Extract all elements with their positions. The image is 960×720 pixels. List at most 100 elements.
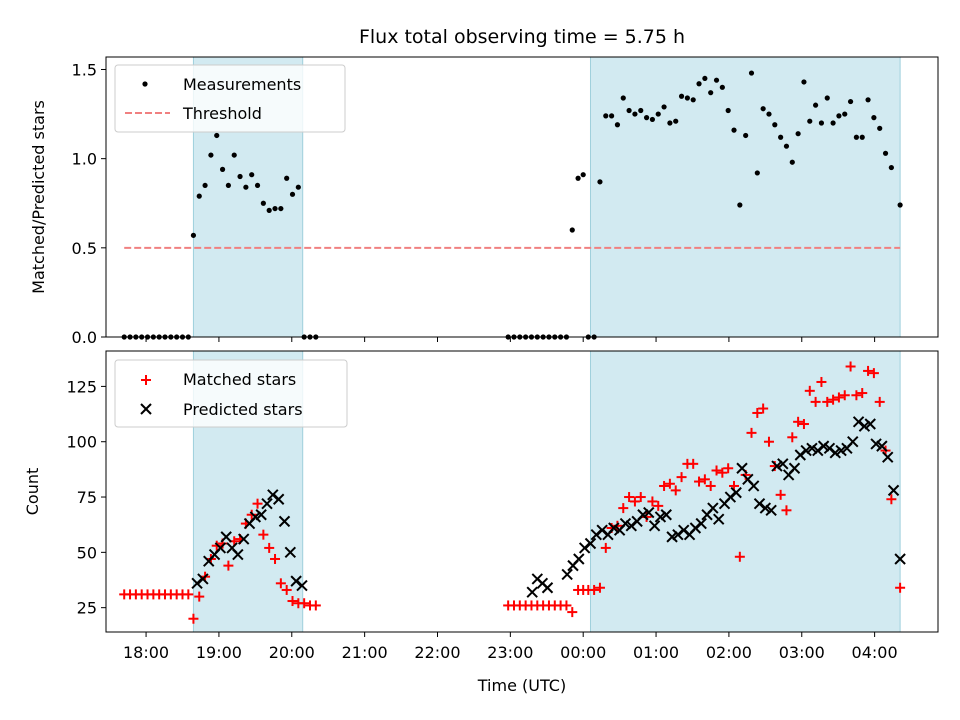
predicted-star-point-b <box>823 442 836 455</box>
bottom-xtick-label: 20:00 <box>269 643 315 662</box>
measurement-point <box>853 134 860 140</box>
top-panel-measurements: 0.0 0.5 1.0 1.5 Matched/Predicted stars Mea… <box>29 56 939 347</box>
legend-measurement-marker <box>142 81 148 87</box>
predicted-star-point-b <box>660 509 672 521</box>
bottom-x-ticks: 18:00 19:00 20:00 21:00 22:00 23:00 00:00 01:00… <box>123 632 898 662</box>
legend-matched-marker <box>141 375 151 385</box>
x-axis-label: Time (UTC) <box>477 676 566 695</box>
matched-star-point <box>816 376 827 387</box>
predicted-star-point <box>278 515 291 528</box>
predicted-star-point <box>214 542 227 554</box>
predicted-star-point <box>713 513 725 525</box>
bottom-axes-frame <box>105 350 939 633</box>
measurement-points <box>121 70 903 340</box>
bottom-xtick-label: 19:00 <box>196 643 242 662</box>
measurement-point <box>813 102 819 108</box>
matched-star-point <box>594 582 605 593</box>
measurement-point <box>778 134 784 140</box>
chart-title: Flux total observing time = 5.75 h <box>359 26 685 48</box>
matched-star-point <box>676 472 687 483</box>
predicted-star-point-b <box>619 517 632 530</box>
measurement-point <box>661 104 667 110</box>
predicted-star-point-b <box>608 522 620 534</box>
predicted-star-point-b <box>232 548 244 561</box>
matched-star-point <box>851 390 862 401</box>
predicted-star-point <box>788 462 801 474</box>
matched-star-point <box>746 427 757 438</box>
measurement-point <box>772 122 778 128</box>
measurement-point <box>847 98 854 105</box>
measurement-point <box>713 77 720 83</box>
measurement-point <box>580 172 586 178</box>
predicted-star-point-b <box>197 573 209 585</box>
predicted-star-point <box>695 517 707 530</box>
matched-star-point <box>688 458 699 469</box>
matched-star-point <box>833 392 844 403</box>
predicted-star-point-b <box>870 438 882 450</box>
bottom-xtick-label: 03:00 <box>779 643 825 662</box>
matched-star-point <box>886 494 897 505</box>
predicted-star-point <box>237 533 250 545</box>
measurement-point <box>196 193 202 199</box>
legend-threshold-label: Threshold <box>182 104 262 123</box>
bottom-ytick-label: 50 <box>77 543 97 562</box>
legend-predicted-cross <box>140 403 152 415</box>
legend-matched-label: Matched stars <box>183 370 296 389</box>
bottom-legend-box <box>114 359 348 428</box>
predicted-star-point-b <box>753 497 766 510</box>
measurement-point <box>859 134 865 140</box>
measurement-point <box>202 182 208 189</box>
measurement-point <box>760 106 766 112</box>
predicted-star-point-b <box>864 418 876 430</box>
predicted-star-point <box>660 509 672 521</box>
predicted-star-point <box>272 493 285 505</box>
measurement-point <box>882 150 889 156</box>
measurement-point <box>575 175 581 181</box>
bottom-ytick-label: 75 <box>77 488 97 507</box>
measurement-point <box>284 175 290 181</box>
predicted-star-point-b <box>887 484 900 497</box>
predicted-star-point <box>643 506 655 519</box>
predicted-star-point-b <box>237 533 250 545</box>
measurement-point <box>836 113 842 119</box>
matched-star-point <box>863 365 874 376</box>
predicted-star-point-b <box>847 436 859 448</box>
predicted-star-point-b <box>643 506 655 519</box>
measurement-point <box>569 227 575 233</box>
measurement-point <box>638 107 644 114</box>
matched-star-point <box>589 584 600 595</box>
predicted-star-point <box>847 436 859 448</box>
matched-star-point <box>775 489 786 500</box>
bottom-xtick-label: 02:00 <box>706 643 752 662</box>
measurement-point <box>696 81 702 87</box>
top-axes-frame <box>105 56 939 338</box>
measurement-point <box>655 111 661 117</box>
matched-star-point <box>734 551 745 562</box>
legend-predicted-label: Predicted stars <box>183 400 303 419</box>
predicted-star-point-b <box>852 416 865 428</box>
measurement-point <box>208 152 214 158</box>
predicted-star-point <box>648 520 661 532</box>
measurement-point <box>719 84 725 90</box>
bottom-xtick-label: 00:00 <box>560 643 606 662</box>
measurement-point <box>795 131 801 137</box>
predicted-star-point-b <box>747 480 760 492</box>
measurement-point <box>684 95 690 101</box>
predicted-star-point <box>561 568 573 581</box>
predicted-star-point-b <box>284 546 297 559</box>
predicted-star-point-b <box>584 537 597 550</box>
predicted-star-point <box>261 497 273 510</box>
measurement-point <box>824 95 830 101</box>
measurement-point <box>609 113 615 119</box>
predicted-star-point <box>573 553 585 565</box>
top-legend-box <box>114 64 346 133</box>
matched-star-point <box>798 419 809 430</box>
measurement-point <box>632 111 638 117</box>
predicted-star-point-b <box>817 440 830 452</box>
measurement-point <box>708 90 714 96</box>
matched-star-point <box>561 600 572 611</box>
matched-star-point <box>804 385 815 396</box>
matched-star-point <box>705 480 716 491</box>
predicted-star-point-b <box>648 520 661 532</box>
legend-predicted-cross-b <box>140 403 152 415</box>
